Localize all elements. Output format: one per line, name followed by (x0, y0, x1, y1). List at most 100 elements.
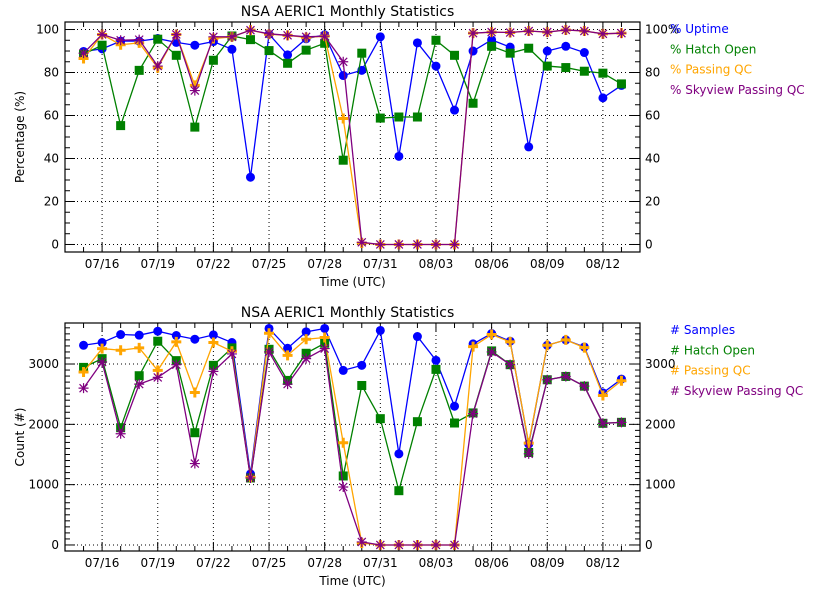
x-tick-label: 07/28 (307, 257, 342, 271)
series-line (83, 331, 622, 546)
legend-entry: # Samples (670, 323, 735, 337)
data-point (450, 418, 460, 428)
data-point (226, 31, 237, 42)
data-point (523, 448, 534, 459)
data-point (208, 330, 218, 340)
data-point (301, 334, 312, 345)
data-point (116, 121, 126, 131)
x-tick-label: 07/25 (252, 257, 287, 271)
y-tick-label: 100 (36, 23, 59, 37)
data-point (264, 28, 275, 39)
x-tick-label: 07/22 (196, 556, 231, 570)
data-point (393, 239, 404, 250)
data-point (319, 332, 330, 343)
data-point (152, 61, 163, 72)
x-tick-label: 08/09 (530, 556, 565, 570)
data-point (338, 437, 349, 448)
data-point (338, 482, 349, 493)
data-point (190, 428, 200, 438)
series-passing-qc (78, 328, 627, 550)
data-point (486, 27, 497, 38)
right-y-tick-label: 80 (645, 66, 660, 80)
y-tick-label: 0 (51, 237, 59, 251)
data-point (301, 327, 311, 337)
data-point (524, 142, 534, 152)
data-point (97, 29, 108, 40)
data-point (245, 35, 255, 45)
data-point (394, 486, 404, 496)
right-y-tick-label: 40 (645, 151, 660, 165)
x-tick-label: 07/28 (307, 556, 342, 570)
data-point (431, 35, 441, 45)
data-point (412, 112, 422, 122)
data-point (152, 372, 163, 383)
data-point (338, 365, 348, 375)
data-point (468, 408, 479, 419)
data-point (431, 355, 441, 365)
data-point (283, 343, 293, 353)
plot-frame (64, 322, 641, 552)
data-point (134, 65, 144, 75)
data-point (134, 371, 144, 381)
legend-entry: # Passing QC (670, 364, 751, 378)
data-point (487, 41, 497, 51)
data-point (301, 45, 311, 55)
plot-panel-1: NSA AERIC1 Monthly Statistics Time (UTC) P… (13, 4, 805, 289)
data-point (115, 345, 126, 356)
data-point (412, 417, 422, 427)
data-point (134, 34, 145, 45)
data-point (560, 24, 571, 35)
right-y-tick-label: 0 (645, 538, 653, 552)
data-point (430, 239, 441, 250)
x-tick-label: 07/19 (140, 257, 175, 271)
data-point (579, 66, 589, 76)
data-point (505, 48, 515, 58)
data-point (189, 458, 200, 469)
data-point (338, 56, 349, 67)
data-point (189, 387, 200, 398)
data-point (412, 332, 422, 342)
plot-frame (64, 21, 641, 253)
data-point (579, 48, 589, 58)
data-point (190, 334, 200, 344)
data-point (283, 50, 293, 60)
data-point (561, 63, 571, 73)
data-point (116, 423, 126, 433)
data-point (579, 26, 590, 37)
y-axis-label: Count (#) (13, 408, 27, 467)
data-point (338, 71, 348, 81)
plot-panel-2: NSA AERIC1 Monthly Statistics Time (UTC) C… (13, 305, 803, 588)
data-point (375, 32, 385, 42)
data-point (134, 330, 144, 340)
data-point (301, 31, 312, 42)
data-point (227, 44, 237, 54)
series-skyview-passing-qc (78, 24, 627, 250)
data-point (486, 329, 497, 340)
data-point (542, 46, 552, 56)
data-point (616, 28, 627, 39)
right-y-tick-label: 0 (645, 237, 653, 251)
data-point (598, 68, 608, 78)
data-point (190, 122, 200, 132)
x-tick-label: 07/16 (85, 556, 120, 570)
data-point (134, 379, 145, 390)
data-point (375, 239, 386, 250)
data-point (97, 343, 108, 354)
data-point (375, 539, 386, 550)
chart-title: NSA AERIC1 Monthly Statistics (241, 4, 455, 20)
data-point (78, 367, 89, 378)
x-tick-label: 08/12 (586, 257, 621, 271)
data-point (283, 58, 293, 68)
y-tick-label: 80 (44, 66, 59, 80)
data-point (560, 371, 571, 382)
series-line (83, 340, 622, 494)
series-line (83, 347, 622, 546)
data-point (542, 61, 552, 71)
data-point (394, 449, 404, 459)
series-line (83, 327, 622, 475)
data-point (245, 25, 256, 36)
x-tick-label: 08/09 (530, 257, 565, 271)
data-point (208, 31, 219, 42)
y-tick-label: 3000 (28, 357, 59, 371)
